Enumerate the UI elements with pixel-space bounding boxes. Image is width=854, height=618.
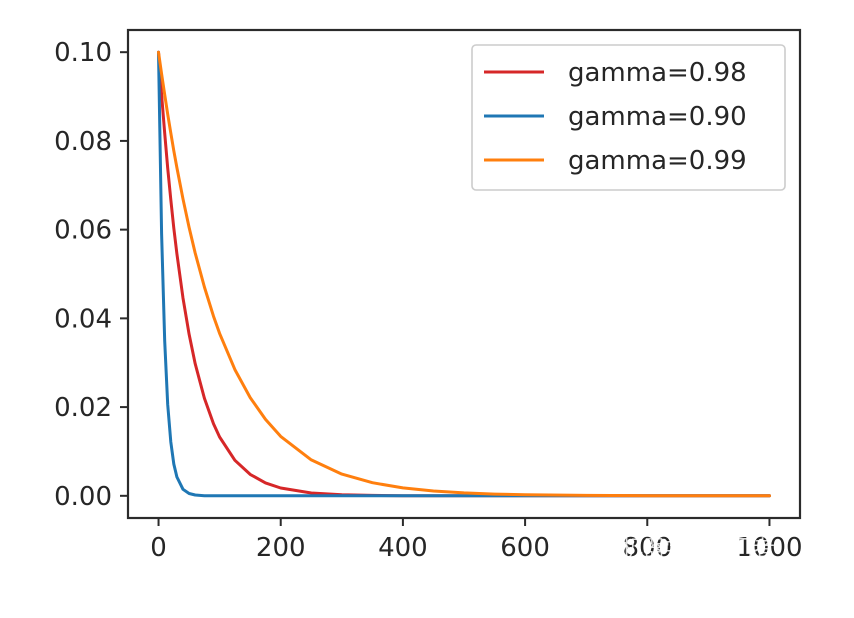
series-group — [157, 50, 771, 498]
y-tick-label: 0.08 — [54, 127, 112, 157]
y-tick-label: 0.10 — [54, 38, 112, 68]
y-axis: 0.00 0.02 0.04 0.06 0.08 0.10 — [54, 38, 128, 512]
y-tick-label: 0.06 — [54, 216, 112, 246]
legend: gamma=0.98 gamma=0.90 gamma=0.99 — [471, 44, 786, 191]
x-tick-label: 200 — [256, 533, 306, 563]
x-tick-label: 1000 — [736, 533, 802, 563]
y-tick-label: 0.02 — [54, 393, 112, 423]
x-axis: 0 200 400 600 800 1000 — [150, 518, 803, 563]
x-tick-label: 600 — [500, 533, 550, 563]
watermark-line-2: 知乎 @打铁少女 — [648, 567, 809, 592]
watermark-line-1: 知乎 @机器学习入门者 — [548, 537, 775, 562]
legend-box — [471, 44, 786, 191]
x-tick-label: 800 — [622, 533, 672, 563]
legend-label: gamma=0.99 — [568, 146, 747, 176]
x-tick-label: 400 — [378, 533, 428, 563]
series-line-3 — [157, 50, 771, 498]
legend-label: gamma=0.90 — [568, 102, 747, 132]
x-tick-label: 0 — [150, 533, 167, 563]
y-tick-label: 0.04 — [54, 304, 112, 334]
legend-label: gamma=0.98 — [568, 58, 747, 88]
y-tick-label: 0.00 — [54, 482, 112, 512]
